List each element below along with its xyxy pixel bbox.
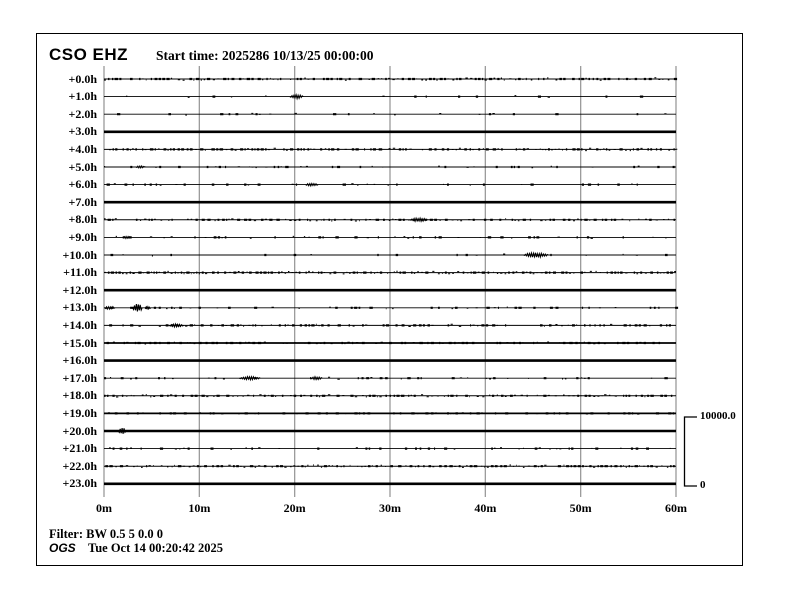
trace-hour-13	[104, 304, 679, 312]
filter-info: Filter: BW 0.5 5 0.0 0	[49, 527, 163, 541]
seismic-event	[305, 182, 319, 188]
seismic-event	[104, 305, 116, 311]
minute-label: 10m	[188, 501, 211, 515]
seismic-event	[169, 322, 184, 329]
amplitude-scale-bracket	[683, 416, 697, 487]
hour-label: +19.0h	[62, 405, 97, 420]
hour-label: +3.0h	[68, 124, 97, 139]
seismic-event	[523, 251, 549, 259]
seismic-event	[135, 164, 145, 169]
hour-label: +18.0h	[62, 388, 97, 403]
hour-label: +20.0h	[62, 423, 97, 438]
trace-hour-9	[104, 235, 676, 240]
trace-hour-10	[104, 251, 676, 259]
seismic-event	[239, 375, 261, 382]
scale-min-label: 0	[700, 479, 706, 491]
hour-label: +21.0h	[62, 441, 97, 456]
generated-timestamp: Tue Oct 14 00:20:42 2025	[88, 541, 223, 555]
minute-label: 20m	[283, 501, 306, 515]
minute-label: 0m	[96, 501, 112, 515]
hour-label: +1.0h	[68, 89, 97, 104]
seismic-event	[122, 235, 131, 240]
hour-label: +23.0h	[62, 476, 97, 491]
trace-hour-4	[104, 147, 678, 152]
hour-label: +5.0h	[68, 159, 97, 174]
seismic-event	[132, 304, 143, 312]
start-time-label: Start time: 2025286 10/13/25 00:00:00	[156, 48, 374, 63]
trace-hour-19	[104, 412, 676, 415]
scale-max-label: 10000.0	[700, 410, 736, 422]
hour-label: +10.0h	[62, 247, 97, 262]
trace-hour-6	[104, 182, 676, 188]
trace-hour-17	[104, 375, 676, 382]
hour-label: +16.0h	[62, 353, 97, 368]
minute-label: 50m	[569, 501, 592, 515]
trace-hour-22	[104, 464, 676, 468]
hour-label: +14.0h	[62, 317, 97, 332]
agency-label: OGS	[49, 541, 76, 555]
hour-label: +2.0h	[68, 106, 97, 121]
trace-hour-8	[104, 216, 676, 223]
seismic-event	[310, 375, 323, 381]
hour-label: +22.0h	[62, 458, 97, 473]
trace-hour-11	[104, 270, 676, 275]
trace-hour-2	[104, 112, 676, 116]
trace-hour-14	[104, 322, 676, 329]
trace-hour-0	[104, 77, 678, 81]
minute-label: 60m	[664, 501, 687, 515]
hour-label: +0.0h	[68, 71, 97, 86]
seismic-event	[409, 216, 428, 223]
trace-hour-1	[104, 92, 676, 101]
hour-label: +4.0h	[68, 141, 97, 156]
hour-label: +7.0h	[68, 194, 97, 209]
hour-label: +17.0h	[62, 370, 97, 385]
hour-label: +13.0h	[62, 300, 97, 315]
trace-hour-15	[104, 341, 676, 345]
trace-hour-20	[104, 428, 676, 434]
hour-label: +15.0h	[62, 335, 97, 350]
trace-hour-5	[104, 164, 676, 169]
seismic-event	[144, 305, 152, 311]
hour-label: +11.0h	[63, 265, 97, 280]
minute-label: 30m	[378, 501, 401, 515]
minute-label: 40m	[474, 501, 497, 515]
station-channel-title: CSO EHZ	[49, 45, 129, 64]
hour-label: +6.0h	[68, 177, 97, 192]
hour-label: +8.0h	[68, 212, 97, 227]
hour-label: +9.0h	[68, 229, 97, 244]
trace-hour-18	[104, 394, 676, 398]
hour-label: +12.0h	[62, 282, 97, 297]
seismic-event	[117, 428, 127, 434]
trace-hour-21	[104, 447, 676, 450]
seismic-event	[289, 92, 304, 101]
